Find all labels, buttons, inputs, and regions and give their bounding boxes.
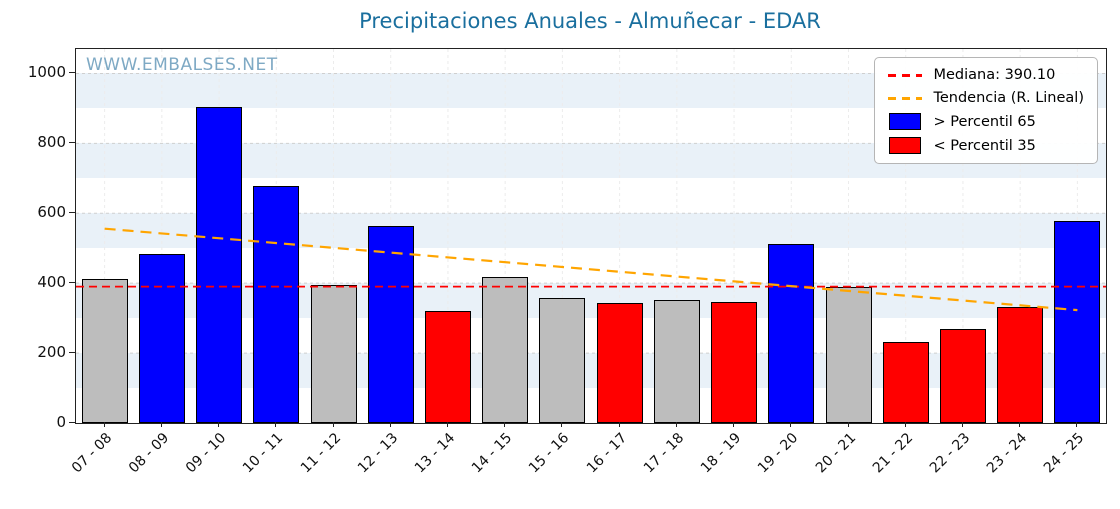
bar	[825, 287, 872, 423]
y-tick-label: 200	[37, 343, 66, 362]
overlay-lines	[76, 227, 1106, 312]
x-tick-mark	[790, 422, 792, 427]
x-tick-mark	[847, 422, 849, 427]
legend-patch-icon	[888, 137, 922, 154]
legend-label: > Percentil 65	[933, 113, 1036, 130]
plot-band	[76, 283, 1106, 319]
y-tick-label: 800	[37, 133, 66, 152]
bar	[482, 276, 529, 423]
legend-item: Mediana: 390.10	[888, 67, 1084, 83]
legend-item: < Percentil 35	[888, 137, 1084, 154]
bar	[768, 243, 815, 423]
x-tick-mark	[961, 422, 963, 427]
bar	[882, 341, 929, 423]
bar	[939, 328, 986, 423]
legend-line-sample	[888, 96, 923, 100]
legend-patch-icon	[888, 113, 922, 130]
bar	[310, 285, 357, 423]
legend-item: > Percentil 65	[888, 113, 1084, 130]
bar	[997, 307, 1044, 423]
y-tick-label: 0	[56, 413, 66, 431]
bar	[81, 278, 128, 423]
y-tick-mark	[69, 352, 75, 354]
y-tick-label: 600	[37, 203, 66, 222]
legend-label: Mediana: 390.10	[933, 67, 1056, 83]
x-tick-mark	[561, 422, 563, 427]
bar	[1054, 221, 1101, 423]
plot-band	[76, 353, 1106, 389]
legend-line-sample	[888, 73, 923, 77]
bar	[596, 303, 643, 423]
y-tick-mark	[69, 282, 75, 284]
x-tick-mark	[218, 422, 220, 427]
legend-dashed-line-icon	[888, 96, 923, 100]
bar	[424, 311, 471, 423]
legend-dashed-line-icon	[888, 73, 923, 77]
y-tick-label: 400	[37, 273, 66, 292]
legend: Mediana: 390.10 Tendencia (R. Lineal) > Pe…	[874, 57, 1098, 164]
x-tick-mark	[332, 422, 334, 427]
y-tick-label: 1000	[27, 63, 66, 82]
chart-title: Precipitaciones Anuales - Almuñecar - ED…	[359, 9, 821, 33]
trend-line	[104, 227, 1078, 312]
bar	[253, 186, 300, 423]
x-tick-mark	[103, 422, 105, 427]
bar	[196, 106, 243, 423]
x-tick-mark	[1019, 422, 1021, 427]
x-tick-mark	[160, 422, 162, 427]
x-tick-mark	[675, 422, 677, 427]
y-tick-mark	[69, 422, 75, 423]
bar	[711, 302, 758, 423]
legend-item: Tendencia (R. Lineal)	[888, 90, 1084, 106]
y-tick-mark	[69, 142, 75, 144]
legend-label: Tendencia (R. Lineal)	[933, 90, 1084, 106]
bar	[653, 299, 700, 423]
x-tick-mark	[1076, 422, 1078, 427]
x-tick-mark	[275, 422, 277, 427]
watermark: WWW.EMBALSES.NET	[86, 55, 278, 75]
legend-color-patch	[889, 113, 922, 130]
x-tick-mark	[618, 422, 620, 427]
legend-color-patch	[889, 137, 922, 154]
plot-area: WWW.EMBALSES.NET Mediana: 390.10 Tendenci…	[75, 48, 1107, 424]
legend-label: < Percentil 35	[933, 137, 1036, 154]
bar	[539, 297, 586, 423]
plot-band	[76, 213, 1106, 249]
x-tick-mark	[504, 422, 506, 427]
y-tick-mark	[69, 212, 75, 214]
x-tick-mark	[389, 422, 391, 427]
bar	[367, 225, 414, 423]
x-tick-mark	[733, 422, 735, 427]
x-tick-mark	[904, 422, 906, 427]
bar	[138, 254, 185, 423]
y-tick-mark	[69, 72, 75, 74]
x-tick-mark	[446, 422, 448, 427]
